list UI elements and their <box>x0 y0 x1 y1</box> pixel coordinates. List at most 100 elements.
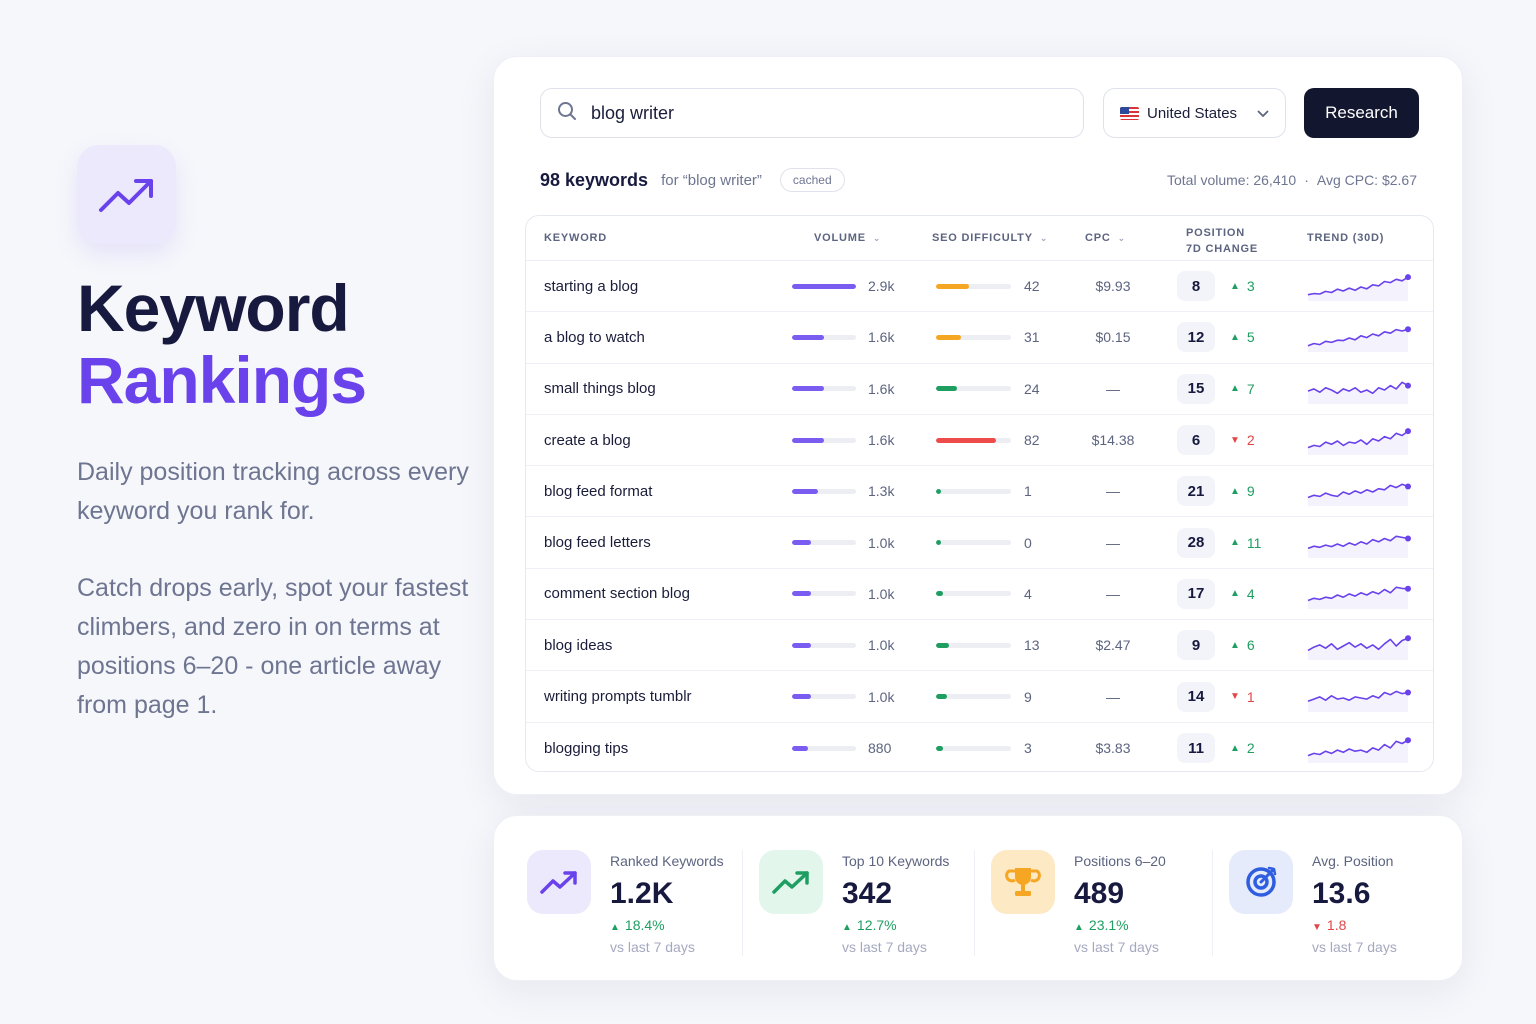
volume-bar <box>792 591 856 597</box>
trend-end-point <box>1405 326 1411 333</box>
seo-bar-fill <box>936 334 962 340</box>
header-trend[interactable]: TREND (30D) <box>1307 232 1385 244</box>
stat-comparison: vs last 7 days <box>1074 939 1159 955</box>
stat-label: Positions 6–20 <box>1074 853 1166 869</box>
trend-up-icon <box>759 850 823 914</box>
trend-end-point <box>1405 635 1411 642</box>
search-value[interactable]: blog writer <box>591 102 675 123</box>
table-row[interactable]: create a blog 1.6k 82 $14.38 6 ▼ 2 <box>526 415 1433 467</box>
seo-value: 1 <box>1024 483 1032 500</box>
sort-chevron-icon: ⌄ <box>872 232 882 243</box>
total-volume: Total volume: 26,410 <box>1166 172 1297 188</box>
page-title-line2: Rankings <box>77 343 367 417</box>
volume-cell: 1.0k <box>792 569 894 619</box>
table-row[interactable]: a blog to watch 1.6k 31 $0.15 12 ▲ 5 <box>526 312 1433 364</box>
keyword-cell[interactable]: a blog to watch <box>544 328 645 346</box>
table-row[interactable]: comment section blog 1.0k 4—17 ▲ 4 <box>526 569 1433 621</box>
keyword-cell[interactable]: blog feed format <box>544 482 653 500</box>
arrow-down-icon: ▼ <box>1230 691 1240 703</box>
position-value: 12 <box>1177 322 1215 353</box>
keyword-cell[interactable]: small things blog <box>544 380 656 398</box>
trend-line <box>1307 690 1409 702</box>
keyword-cell[interactable]: blogging tips <box>544 739 629 757</box>
trend-line <box>1307 483 1409 499</box>
trend-end-point <box>1405 689 1411 696</box>
seo-difficulty-cell: 9 <box>936 671 1032 721</box>
trend-line <box>1307 739 1409 757</box>
hero-description: Daily position tracking across every key… <box>77 458 469 525</box>
cached-badge: cached <box>779 168 845 192</box>
seo-bar <box>936 642 1011 648</box>
stats-card: Ranked Keywords 1.2K ▲ 18.4% vs last 7 days T… <box>493 815 1463 981</box>
keyword-cell[interactable]: writing prompts tumblr <box>544 688 692 706</box>
arrow-up-icon: ▲ <box>1230 588 1240 600</box>
seo-value: 3 <box>1024 740 1032 757</box>
position-value: 15 <box>1177 373 1215 404</box>
change-value: 1 <box>1246 688 1255 705</box>
trend-line <box>1307 637 1409 652</box>
trend-end-point <box>1405 585 1411 592</box>
seo-bar <box>936 540 1011 546</box>
stat-delta: ▲ 23.1% <box>1074 917 1129 933</box>
change-cell: ▲ 7 <box>1230 364 1255 414</box>
keyword-cell[interactable]: blog feed letters <box>544 534 651 552</box>
seo-bar <box>936 745 1011 751</box>
seo-bar <box>936 694 1011 700</box>
seo-difficulty-cell: 42 <box>936 261 1040 311</box>
position-value: 28 <box>1177 527 1215 558</box>
trend-end-point <box>1405 428 1411 435</box>
trend-area <box>1308 535 1408 558</box>
trend-area <box>1308 431 1408 456</box>
trend-end-point <box>1405 737 1411 744</box>
volume-bar <box>792 283 856 289</box>
keyword-count: 98 keywords <box>540 169 649 190</box>
seo-difficulty-cell: 24 <box>936 364 1040 414</box>
table-row[interactable]: writing prompts tumblr 1.0k 9—14 ▼ 1 <box>526 671 1433 723</box>
position-cell: 14 <box>1176 671 1216 721</box>
seo-bar-fill <box>936 437 996 443</box>
keyword-cell[interactable]: starting a blog <box>544 277 639 295</box>
search-input[interactable]: blog writer <box>540 88 1084 138</box>
position-cell: 9 <box>1176 620 1216 670</box>
keyword-cell[interactable]: create a blog <box>544 431 631 449</box>
country-select[interactable]: United States <box>1103 88 1286 138</box>
volume-value: 1.0k <box>868 637 895 654</box>
header-position[interactable]: POSITION 7D CHANGE <box>1186 227 1258 255</box>
results-summary: 98 keywords for “blog writer” cached Tot… <box>540 167 1417 193</box>
chevron-down-icon <box>1257 105 1269 122</box>
table-row[interactable]: blogging tips 880 3 $3.83 11 ▲ 2 <box>526 723 1433 771</box>
research-button[interactable]: Research <box>1304 88 1419 138</box>
volume-cell: 2.9k <box>792 261 894 311</box>
table-row[interactable]: blog ideas 1.0k 13 $2.47 9 ▲ 6 <box>526 620 1433 672</box>
header-cpc[interactable]: CPC ⌄ <box>1085 232 1126 244</box>
table-row[interactable]: blog feed format 1.3k 1—21 ▲ 9 <box>526 466 1433 518</box>
keyword-cell[interactable]: blog ideas <box>544 636 613 654</box>
volume-value: 1.0k <box>868 688 895 705</box>
arrow-up-icon: ▲ <box>1230 639 1240 651</box>
change-cell: ▲ 3 <box>1230 261 1255 311</box>
seo-difficulty-cell: 13 <box>936 620 1040 670</box>
trend-sparkline <box>1306 364 1414 414</box>
table-row[interactable]: small things blog 1.6k 24—15 ▲ 7 <box>526 364 1433 415</box>
seo-bar-fill <box>936 694 947 700</box>
table-row[interactable]: blog feed letters 1.0k 0 — 28 ▲ 11 <box>526 517 1433 569</box>
arrow-up-icon: ▲ <box>1230 485 1240 497</box>
header-seo-difficulty[interactable]: SEO DIFFICULTY ⌄ <box>932 232 1049 244</box>
cpc-cell: — <box>1106 585 1120 602</box>
header-volume[interactable]: VOLUME ⌄ <box>814 232 882 244</box>
trend-area <box>1308 740 1408 764</box>
position-value: 9 <box>1177 630 1215 661</box>
hero-trend-icon <box>77 145 176 244</box>
arrow-down-icon: ▼ <box>1312 922 1322 933</box>
table-row[interactable]: starting a blog 2.9k 42 $9.93 8 ▲ 3 <box>526 261 1433 313</box>
avg-cpc: Avg CPC: $2.67 <box>1316 172 1417 188</box>
trend-area <box>1308 329 1408 353</box>
header-keyword[interactable]: KEYWORD <box>544 232 608 244</box>
position-cell: 12 <box>1176 312 1216 362</box>
keyword-cell[interactable]: comment section blog <box>544 585 690 603</box>
volume-bar-fill <box>792 642 812 648</box>
position-value: 17 <box>1177 578 1215 609</box>
keywords-table: KEYWORD VOLUME ⌄ SEO DIFFICULTY ⌄ CPC ⌄ POS… <box>525 215 1434 772</box>
volume-bar-fill <box>792 591 812 597</box>
stat-value: 1.2K <box>610 877 674 910</box>
